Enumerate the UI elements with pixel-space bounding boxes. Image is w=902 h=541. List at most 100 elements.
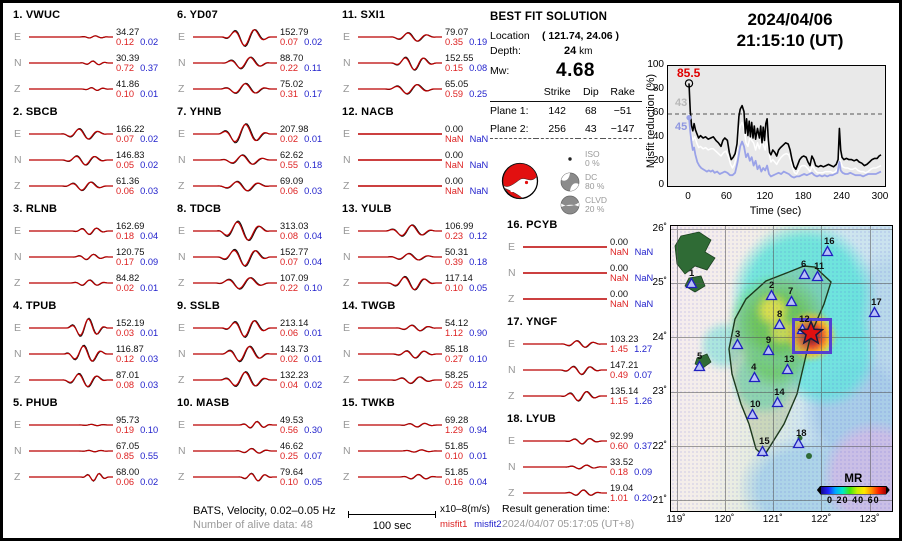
y-tick-80: 80 xyxy=(652,83,664,94)
peak-amplitude: 152.19 xyxy=(116,318,145,328)
trace-values: 135.14 1.15 1.26 xyxy=(610,386,652,406)
peak-amplitude: 152.55 xyxy=(445,53,474,63)
peak-amplitude: 41.86 xyxy=(116,79,140,89)
x-tick-60: 60 xyxy=(720,191,732,202)
trace-row-N: N 67.05 0.85 0.55 xyxy=(11,438,171,464)
component-label: Z xyxy=(14,277,21,289)
trace-row-E: E 0.00 NaN NaN xyxy=(340,121,500,147)
station-number: 6 xyxy=(801,258,807,270)
station-triangle-icon xyxy=(746,408,760,420)
peak-amplitude: 69.28 xyxy=(445,415,469,425)
component-label: N xyxy=(343,57,351,69)
waveform-trace xyxy=(29,87,113,91)
misfit2-value: NaN xyxy=(634,299,654,309)
component-label: E xyxy=(343,128,351,140)
trace-values: 41.86 0.10 0.01 xyxy=(116,79,158,99)
trace-row-E: E 92.99 0.60 0.37 xyxy=(505,428,665,454)
misfit2-value: 0.10 xyxy=(304,283,323,293)
misfit2-value: 0.04 xyxy=(304,231,323,241)
lat-tick-21˚: 21˚ xyxy=(652,495,667,507)
peak-amplitude: 207.98 xyxy=(280,124,309,134)
misfit1-value: 0.03 xyxy=(116,328,135,338)
trace-row-N: N 62.62 0.55 0.18 xyxy=(175,147,335,173)
trace-row-E: E 152.19 0.03 0.01 xyxy=(11,315,171,341)
trace-values: 120.75 0.17 0.09 xyxy=(116,247,158,267)
waveform-trace xyxy=(193,420,277,429)
component-label: E xyxy=(343,322,351,334)
peak-amplitude: 50.31 xyxy=(445,247,469,257)
misfit2-value: 0.30 xyxy=(304,425,323,435)
trace-values: 313.03 0.08 0.04 xyxy=(280,221,322,241)
station-number: 7 xyxy=(788,285,794,297)
waveform-trace xyxy=(358,224,442,237)
trace-values: 132.23 0.04 0.02 xyxy=(280,370,322,390)
waveform-trace xyxy=(29,423,113,427)
lat-tick-23˚: 23˚ xyxy=(652,386,667,398)
station-name: 4. TPUB xyxy=(13,300,57,312)
lon-tick-121˚: 121˚ xyxy=(762,514,783,525)
misfit2-value: 0.02 xyxy=(140,134,159,144)
misfit1-value: 0.56 xyxy=(280,425,299,435)
lat-tick-25˚: 25˚ xyxy=(652,277,667,289)
waveform-trace xyxy=(358,422,442,428)
station-block-SBCB: 2. SBCB E 166.22 0.07 0.02 N 146.83 0.05 0.02 Z 61… xyxy=(11,106,171,199)
component-label: N xyxy=(178,251,186,263)
waveform-trace xyxy=(523,464,607,470)
misfit2-value: 0.03 xyxy=(304,186,323,196)
misfit1-value: 1.45 xyxy=(610,344,629,354)
misfit1-value: 0.35 xyxy=(445,37,464,47)
trace-row-N: N 85.18 0.27 0.10 xyxy=(340,341,500,367)
station-block-SXI1: 11. SXI1 E 79.07 0.35 0.19 N 152.55 0.15 0.08 Z 65… xyxy=(340,9,500,102)
misfit1-value: 0.55 xyxy=(280,160,299,170)
misfit2-value: 0.55 xyxy=(140,451,159,461)
component-label: Z xyxy=(178,180,185,192)
trace-values: 103.23 1.45 1.27 xyxy=(610,334,652,354)
trace-row-E: E 152.79 0.07 0.02 xyxy=(175,24,335,50)
annotation-45: 45 xyxy=(675,121,688,133)
component-label: N xyxy=(508,267,516,279)
scalebar-label: 100 sec xyxy=(372,520,412,532)
trace-row-Z: Z 69.09 0.06 0.03 xyxy=(175,173,335,199)
peak-amplitude: 33.52 xyxy=(610,457,634,467)
component-label: N xyxy=(178,57,186,69)
waveform-trace xyxy=(358,252,442,261)
y-tick-0: 0 xyxy=(658,179,664,190)
trace-values: 62.62 0.55 0.18 xyxy=(280,150,322,170)
component-label: E xyxy=(14,225,22,237)
trace-row-Z: Z 75.02 0.31 0.17 xyxy=(175,76,335,102)
col-strike: Strike xyxy=(543,86,571,98)
peak-amplitude: 75.02 xyxy=(280,79,304,89)
component-label: E xyxy=(178,128,186,140)
waveform-trace xyxy=(523,391,607,402)
misfit1-value: 0.07 xyxy=(280,37,299,47)
col-dip: Dip xyxy=(582,86,599,98)
component-label: E xyxy=(178,31,186,43)
misfit1-value: 1.12 xyxy=(445,328,464,338)
trace-row-N: N 51.85 0.10 0.01 xyxy=(340,438,500,464)
station-number: 1 xyxy=(688,268,695,279)
peak-amplitude: 213.14 xyxy=(280,318,309,328)
misfit2-value: 0.02 xyxy=(140,477,159,487)
waveform-trace xyxy=(358,449,442,453)
misfit1-value: NaN xyxy=(610,299,629,309)
misfit1-value: NaN xyxy=(445,160,464,170)
station-name: 18. LYUB xyxy=(507,413,556,425)
trace-values: 34.27 0.12 0.02 xyxy=(116,27,158,47)
misfit2-value: 0.25 xyxy=(469,89,488,99)
station-triangle-icon xyxy=(762,344,775,356)
waveform-trace xyxy=(358,83,442,95)
trace-row-E: E 313.03 0.08 0.04 xyxy=(175,218,335,244)
waveform-trace xyxy=(358,376,442,385)
waveform-trace xyxy=(29,253,113,261)
component-label: N xyxy=(178,348,186,360)
misfit2-value: 0.18 xyxy=(469,257,488,267)
misfit1-value: 0.59 xyxy=(445,89,464,99)
misfit2-value: 0.01 xyxy=(140,328,159,338)
best-fit-solution-panel: BEST FIT SOLUTION Location ( 121.74, 24.… xyxy=(490,11,652,216)
peak-amplitude: 34.27 xyxy=(116,27,140,37)
lon-tick-119˚: 119˚ xyxy=(666,514,686,525)
misfit1-legend: misfit1 xyxy=(440,519,468,530)
trace-values: 0.00 NaN NaN xyxy=(610,289,653,309)
misfit1-value: 1.15 xyxy=(610,396,629,406)
trace-row-E: E 79.07 0.35 0.19 xyxy=(340,24,500,50)
